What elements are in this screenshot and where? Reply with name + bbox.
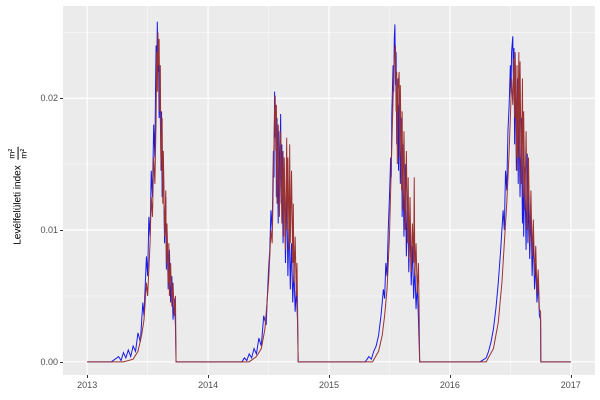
series-darkred: [87, 32, 571, 363]
fraction-denominator: m²: [18, 148, 29, 159]
chart-canvas: [63, 6, 595, 375]
fraction-numerator: m²: [6, 148, 17, 159]
x-tick-label: 2016: [439, 380, 460, 390]
y-tick-label: 0.02: [40, 93, 58, 104]
x-tick-mark: [449, 375, 451, 378]
x-tick-mark: [570, 375, 572, 378]
x-tick-label: 2014: [198, 380, 219, 390]
x-tick-mark: [329, 375, 330, 378]
x-tick-label: 2013: [77, 380, 98, 390]
y-axis-unit-fraction: m² m²: [6, 147, 29, 161]
y-axis-title-text: Levélfelületi index: [12, 165, 24, 245]
y-axis-title: Levélfelületi index m² m²: [6, 147, 29, 245]
y-tick-label: 0.00: [40, 356, 58, 367]
y-tick-mark: [60, 361, 63, 363]
x-tick-mark: [87, 375, 89, 378]
y-tick-label: 0.01: [40, 225, 58, 235]
x-tick-label: 2015: [318, 380, 340, 390]
x-tick-label: 2017: [560, 380, 581, 390]
y-tick-mark: [60, 98, 63, 100]
y-tick-mark: [60, 230, 63, 231]
plot-panel: [63, 6, 595, 375]
x-tick-mark: [208, 375, 210, 378]
